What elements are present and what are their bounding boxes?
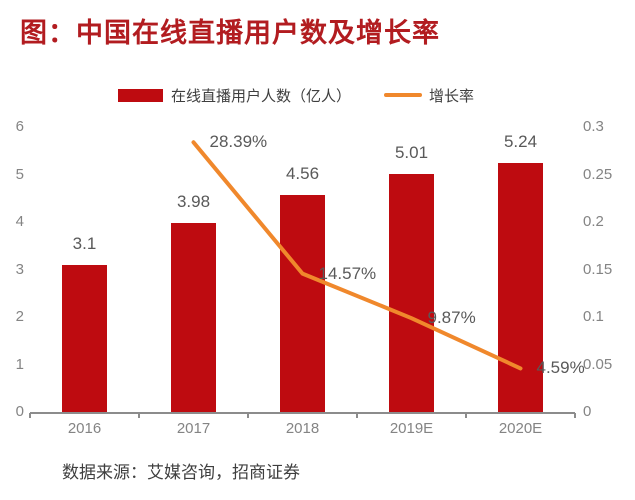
legend-item-growth: 增长率 [384,85,474,106]
left-axis-tick-label: 1 [15,355,24,373]
right-axis-tick-label: 0.2 [583,213,604,230]
source-note: 数据来源：艾媒咨询，招商证券 [62,463,300,482]
bar-2020E [498,163,543,412]
right-axis-tick-label: 0.25 [583,165,613,183]
legend-label-users: 在线直播用户人数（亿人） [171,87,352,105]
x-axis-tick [574,413,576,418]
right-axis-tick-label: 0.15 [583,260,613,278]
line-swatch-icon [384,93,423,97]
x-axis-tick [247,413,249,418]
legend-item-users: 在线直播用户人数（亿人） [118,85,351,106]
x-axis-label-2017: 2017 [176,420,211,437]
chart-title: 图：中国在线直播用户数及增长率 [20,18,440,48]
chart-legend: 在线直播用户人数（亿人） 增长率 [118,85,474,106]
x-axis-label-2018: 2018 [285,420,320,437]
x-axis-tick [465,413,467,418]
bar-value-label-2016: 3.1 [72,233,97,253]
growth-point-label-2020E: 4.59% [536,358,585,378]
x-axis-label-2019E: 2019E [389,420,434,437]
right-axis-tick-label: 0.3 [583,118,604,135]
left-axis-tick-label: 3 [15,260,24,278]
bar-2019E [389,174,434,412]
growth-point-label-2017: 28.39% [209,132,268,152]
bar-value-label-2018: 4.56 [285,164,320,184]
left-axis-tick-label: 2 [15,308,24,325]
left-axis-tick-label: 0 [15,403,24,420]
bar-value-label-2017: 3.98 [176,191,211,211]
left-axis-tick-label: 4 [15,213,24,230]
left-axis-tick-label: 5 [15,165,24,183]
legend-label-growth: 增长率 [429,87,475,105]
x-axis-tick [29,413,31,418]
bar-value-label-2019E: 5.01 [394,143,429,163]
growth-point-label-2019E: 9.87% [427,308,476,328]
right-axis-tick-label: 0.05 [583,355,613,373]
bar-2017 [171,222,216,412]
growth-point-label-2018: 14.57% [318,263,377,283]
bar-value-label-2020E: 5.24 [503,132,538,152]
x-axis-line [30,412,575,414]
bar-2016 [62,264,107,412]
x-axis-label-2020E: 2020E [498,420,543,437]
x-axis-tick [138,413,140,418]
x-axis-label-2016: 2016 [67,420,102,437]
bar-swatch-icon [118,88,163,102]
right-axis-tick-label: 0 [583,403,592,420]
right-axis-tick-label: 0.1 [583,308,604,325]
left-axis-tick-label: 6 [15,118,24,135]
x-axis-tick [356,413,358,418]
bar-2018 [280,195,325,412]
